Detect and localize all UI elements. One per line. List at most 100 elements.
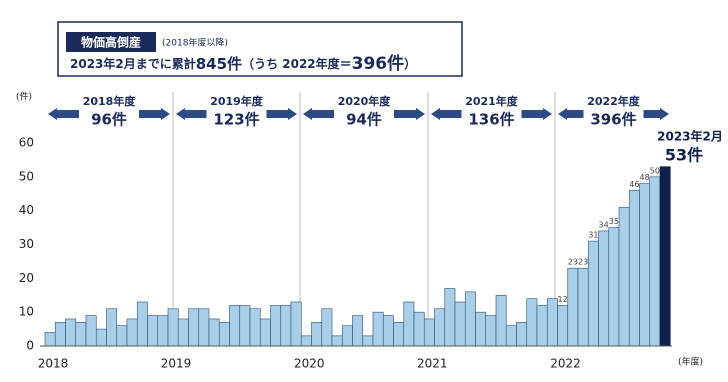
bar — [536, 305, 548, 347]
fy-count: 136件 — [468, 111, 514, 129]
bar — [608, 227, 620, 347]
bar — [300, 335, 312, 347]
bar — [249, 308, 261, 347]
bar — [198, 308, 210, 347]
badge-bg — [66, 32, 156, 52]
x-tick-label: 2020 — [294, 357, 325, 371]
bar — [598, 230, 610, 347]
fy-arrow — [558, 108, 584, 120]
bar — [454, 301, 466, 347]
y-tick-label: 60 — [19, 136, 34, 150]
bar — [659, 166, 671, 347]
fy-arrow — [643, 108, 669, 120]
bar — [464, 291, 476, 347]
bar — [270, 305, 282, 347]
value-label: 48 — [640, 173, 650, 182]
fy-arrow — [521, 108, 552, 120]
y-unit: (件) — [16, 91, 32, 103]
bar — [444, 288, 456, 347]
bar — [434, 308, 446, 347]
bar — [413, 311, 425, 347]
bar — [382, 315, 394, 347]
bar — [126, 318, 138, 347]
x-tick-label: 2018 — [38, 357, 69, 371]
bar — [167, 308, 179, 347]
bar — [331, 335, 343, 347]
bar — [321, 308, 333, 347]
bar — [106, 308, 118, 347]
fy-label: 2021年度 — [465, 94, 519, 108]
fy-arrow — [266, 108, 297, 120]
bar — [218, 322, 230, 347]
bar — [526, 298, 538, 347]
bar — [239, 305, 251, 347]
fy-label: 2019年度 — [210, 94, 264, 108]
value-label: 12 — [558, 295, 568, 304]
y-tick-label: 20 — [19, 271, 34, 285]
bar — [259, 318, 271, 347]
value-label: 31 — [588, 231, 598, 240]
summary-post: ） — [404, 56, 416, 71]
bar — [475, 311, 487, 347]
value-label: 34 — [599, 220, 609, 229]
value-label: 46 — [629, 180, 639, 189]
fy-count: 94件 — [346, 111, 382, 129]
x-unit: (年度) — [678, 356, 703, 368]
bar — [628, 190, 640, 347]
bar — [393, 322, 405, 347]
y-tick-label: 50 — [19, 169, 34, 183]
summary-fy-total: 396件 — [352, 53, 405, 74]
fy-arrow — [431, 108, 462, 120]
bar — [290, 301, 302, 347]
bar — [495, 294, 507, 347]
bar — [95, 328, 107, 347]
bar — [577, 267, 589, 347]
y-tick-label: 40 — [19, 203, 34, 217]
bar — [362, 335, 374, 347]
fy-arrow — [303, 108, 334, 120]
value-label: 50 — [650, 166, 660, 175]
bar — [567, 267, 579, 347]
fy-count: 96件 — [91, 111, 127, 129]
value-label: 23 — [568, 258, 578, 267]
bar — [587, 240, 599, 347]
fy-arrow — [394, 108, 425, 120]
fy-arrow — [176, 108, 207, 120]
bar — [618, 206, 630, 347]
y-tick-label: 30 — [19, 237, 34, 251]
value-label: 35 — [609, 217, 619, 226]
fy-arrow — [48, 108, 79, 120]
fy-arrow — [139, 108, 170, 120]
x-tick-label: 2019 — [161, 357, 192, 371]
y-tick-label: 0 — [26, 339, 34, 353]
bar — [229, 305, 241, 347]
bar — [208, 318, 220, 347]
bar — [352, 315, 364, 347]
bar — [341, 325, 353, 347]
bar — [65, 318, 77, 347]
bar — [147, 315, 159, 347]
bar — [557, 305, 569, 347]
bar — [44, 332, 56, 347]
annotation-count: 53件 — [665, 146, 703, 165]
summary-total: 845件 — [196, 55, 242, 73]
bar — [403, 301, 415, 347]
bar — [485, 315, 497, 347]
x-tick-label: 2022 — [550, 357, 581, 371]
y-tick-label: 10 — [19, 305, 34, 319]
fy-count: 123件 — [213, 111, 259, 129]
annotation-label: 2023年2月 — [657, 129, 723, 144]
bar — [188, 308, 200, 347]
title-note: (2018年度以降) — [162, 37, 228, 49]
bar — [423, 318, 435, 347]
bar — [54, 322, 66, 347]
bar — [280, 305, 292, 347]
fy-label: 2018年度 — [83, 94, 137, 108]
bar — [177, 318, 189, 347]
bar — [546, 298, 558, 347]
bar — [372, 311, 384, 347]
bar — [649, 176, 661, 347]
fy-label: 2022年度 — [587, 94, 641, 108]
bar — [157, 315, 169, 347]
